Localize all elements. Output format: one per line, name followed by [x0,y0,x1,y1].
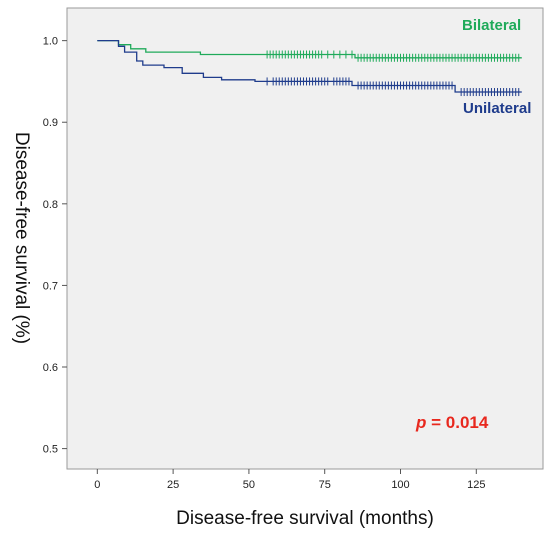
series-label-bilateral: Bilateral [462,17,521,34]
y-tick-label: 0.5 [43,444,58,456]
y-tick-label: 1.0 [43,36,58,48]
p-value-annotation: p = 0.014 [415,413,489,432]
y-axis: 0.5 0.6 0.7 0.8 0.9 1.0 [43,36,67,456]
x-tick-label: 125 [467,479,485,491]
y-tick-label: 0.9 [43,117,58,129]
y-tick-label: 0.8 [43,199,58,211]
x-tick-label: 25 [167,479,179,491]
survival-line-unilateral [97,39,522,93]
x-axis: 0 25 50 75 100 125 [94,469,485,491]
x-tick-label: 75 [319,479,331,491]
p-symbol: p [415,413,426,432]
x-tick-label: 50 [243,479,255,491]
series-label-unilateral: Unilateral [463,100,531,117]
y-tick-label: 0.7 [43,280,58,292]
x-axis-title: Disease-free survival (months) [176,508,434,529]
y-tick-label: 0.6 [43,362,58,374]
y-axis-title: Disease-free survival (%) [11,132,32,344]
plot-area [66,7,544,470]
p-value: = 0.014 [426,413,488,432]
x-tick-label: 100 [391,479,409,491]
x-tick-label: 0 [94,479,100,491]
survival-curves [97,39,522,97]
